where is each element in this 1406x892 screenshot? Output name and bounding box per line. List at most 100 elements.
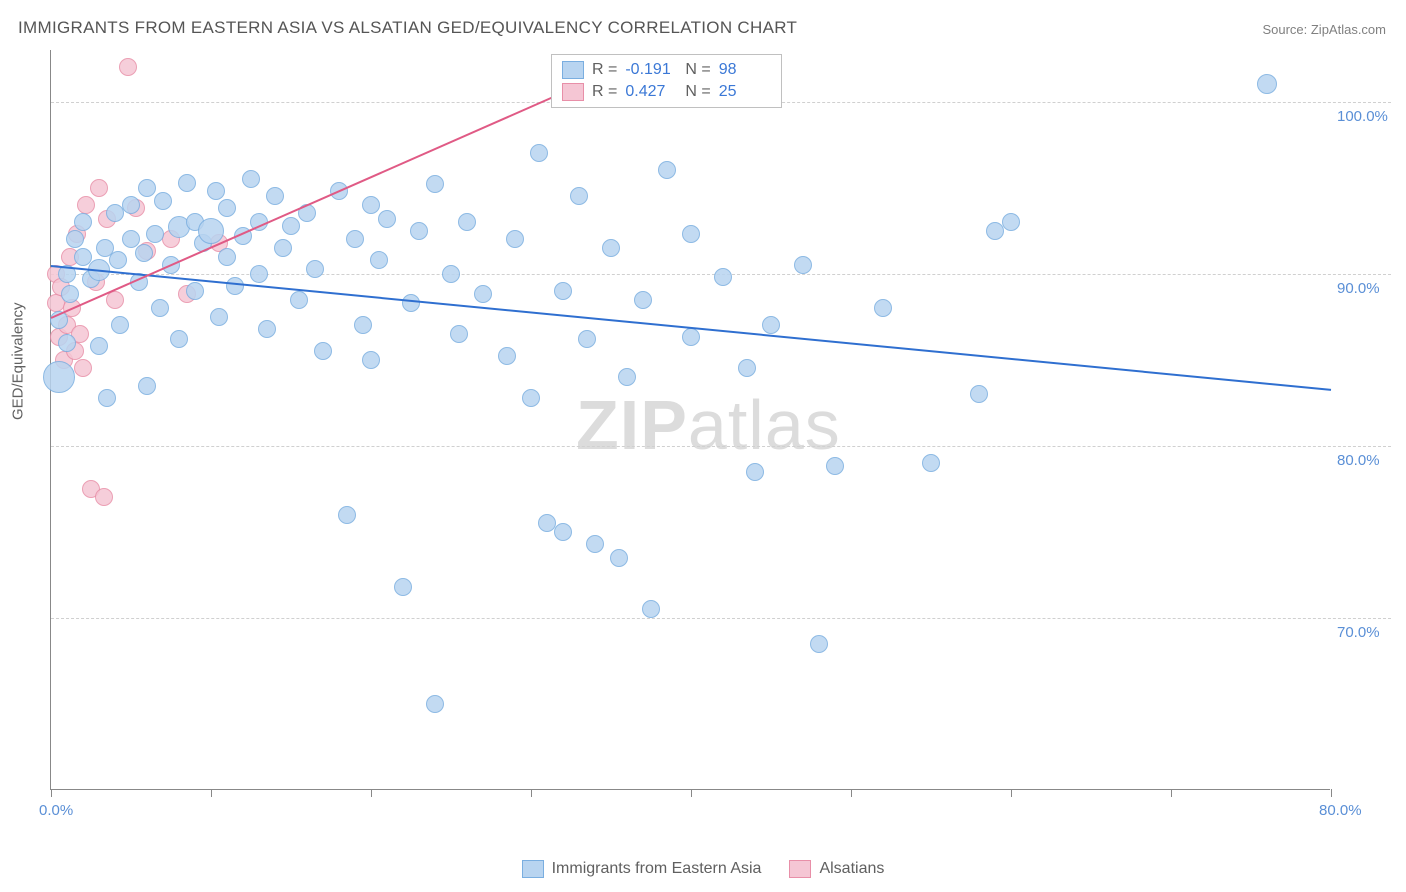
scatter-point <box>738 359 756 377</box>
scatter-point <box>338 506 356 524</box>
legend-label: Alsatians <box>819 860 884 878</box>
scatter-point <box>554 282 572 300</box>
scatter-point <box>250 265 268 283</box>
scatter-point <box>682 328 700 346</box>
scatter-point <box>810 635 828 653</box>
scatter-point <box>266 187 284 205</box>
x-tick <box>531 789 532 797</box>
scatter-point <box>58 334 76 352</box>
stats-legend-row: R =-0.191N =98 <box>552 59 781 81</box>
scatter-point <box>1257 74 1277 94</box>
scatter-point <box>346 230 364 248</box>
legend-label: Immigrants from Eastern Asia <box>552 860 762 878</box>
scatter-point <box>970 385 988 403</box>
scatter-point <box>506 230 524 248</box>
scatter-point <box>306 260 324 278</box>
scatter-point <box>370 251 388 269</box>
scatter-point <box>66 230 84 248</box>
scatter-point <box>682 225 700 243</box>
scatter-point <box>794 256 812 274</box>
watermark-rest: atlas <box>688 386 841 464</box>
scatter-point <box>522 389 540 407</box>
scatter-point <box>90 337 108 355</box>
scatter-point <box>210 308 228 326</box>
scatter-point <box>474 285 492 303</box>
x-tick <box>211 789 212 797</box>
scatter-point <box>714 268 732 286</box>
scatter-point <box>186 282 204 300</box>
y-axis-label: GED/Equivalency <box>10 302 27 420</box>
gridline-h <box>51 446 1391 447</box>
scatter-point <box>402 294 420 312</box>
scatter-point <box>207 182 225 200</box>
scatter-point <box>178 174 196 192</box>
scatter-point <box>77 196 95 214</box>
y-tick-label: 80.0% <box>1337 452 1380 469</box>
scatter-point <box>111 316 129 334</box>
scatter-point <box>274 239 292 257</box>
x-tick <box>1011 789 1012 797</box>
scatter-point <box>74 359 92 377</box>
legend-swatch <box>522 860 544 878</box>
scatter-point <box>426 695 444 713</box>
scatter-point <box>170 330 188 348</box>
trend-line <box>51 265 1331 391</box>
scatter-point <box>290 291 308 309</box>
scatter-point <box>530 144 548 162</box>
y-tick-label: 100.0% <box>1337 108 1388 125</box>
scatter-point <box>95 488 113 506</box>
scatter-point <box>135 244 153 262</box>
scatter-point <box>378 210 396 228</box>
legend-swatch <box>562 61 584 79</box>
scatter-point <box>450 325 468 343</box>
scatter-point <box>498 347 516 365</box>
stat-n-label: N = <box>685 83 710 101</box>
bottom-legend: Immigrants from Eastern Asia Alsatians <box>0 860 1406 878</box>
scatter-point <box>119 58 137 76</box>
scatter-point <box>634 291 652 309</box>
scatter-point <box>746 463 764 481</box>
scatter-point <box>586 535 604 553</box>
stats-legend-row: R =0.427N =25 <box>552 81 781 103</box>
scatter-point <box>426 175 444 193</box>
scatter-point <box>106 204 124 222</box>
scatter-point <box>362 196 380 214</box>
scatter-point <box>874 299 892 317</box>
x-tick <box>851 789 852 797</box>
scatter-point <box>109 251 127 269</box>
source-link[interactable]: ZipAtlas.com <box>1311 22 1386 37</box>
scatter-point <box>198 218 224 244</box>
scatter-point <box>74 213 92 231</box>
x-tick-label: 0.0% <box>39 802 73 819</box>
scatter-point <box>458 213 476 231</box>
scatter-point <box>90 179 108 197</box>
y-tick-label: 90.0% <box>1337 280 1380 297</box>
scatter-point <box>610 549 628 567</box>
stat-n-value: 25 <box>719 83 771 101</box>
scatter-point <box>602 239 620 257</box>
source-prefix: Source: <box>1262 22 1310 37</box>
watermark: ZIPatlas <box>576 385 841 465</box>
scatter-plot: ZIPatlas 70.0%80.0%90.0%100.0%0.0%80.0%R… <box>50 50 1330 790</box>
legend-item: Alsatians <box>789 860 884 878</box>
scatter-point <box>314 342 332 360</box>
scatter-point <box>442 265 460 283</box>
scatter-point <box>394 578 412 596</box>
x-tick <box>1171 789 1172 797</box>
scatter-point <box>618 368 636 386</box>
stat-r-value: -0.191 <box>625 61 677 79</box>
scatter-point <box>218 199 236 217</box>
scatter-point <box>282 217 300 235</box>
chart-area: GED/Equivalency ZIPatlas 70.0%80.0%90.0%… <box>50 50 1390 820</box>
scatter-point <box>61 285 79 303</box>
scatter-point <box>922 454 940 472</box>
legend-swatch <box>789 860 811 878</box>
scatter-point <box>762 316 780 334</box>
x-tick-label: 80.0% <box>1319 802 1362 819</box>
scatter-point <box>658 161 676 179</box>
scatter-point <box>986 222 1004 240</box>
legend-item: Immigrants from Eastern Asia <box>522 860 762 878</box>
legend-swatch <box>562 83 584 101</box>
scatter-point <box>146 225 164 243</box>
stats-legend: R =-0.191N =98R =0.427N =25 <box>551 54 782 108</box>
